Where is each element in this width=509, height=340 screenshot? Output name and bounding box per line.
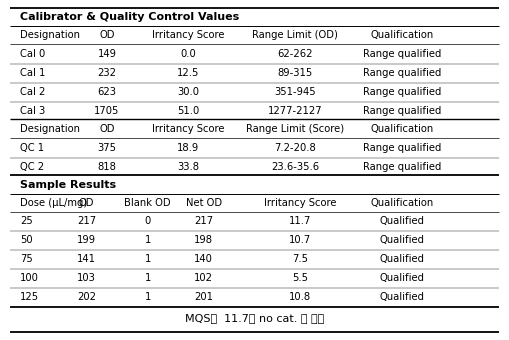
Text: 1: 1 bbox=[145, 235, 151, 245]
Text: 89-315: 89-315 bbox=[277, 68, 313, 78]
Text: 33.8: 33.8 bbox=[177, 162, 200, 172]
Text: 140: 140 bbox=[194, 254, 213, 264]
Text: 1277-2127: 1277-2127 bbox=[268, 106, 323, 116]
Text: MQS가  11.7로 no cat. 로 판정: MQS가 11.7로 no cat. 로 판정 bbox=[185, 313, 324, 323]
Text: Qualification: Qualification bbox=[371, 198, 434, 208]
Text: Net OD: Net OD bbox=[186, 198, 221, 208]
Text: Range qualified: Range qualified bbox=[363, 87, 441, 97]
Text: 201: 201 bbox=[194, 292, 213, 302]
Text: OD: OD bbox=[99, 124, 115, 134]
Text: Blank OD: Blank OD bbox=[124, 198, 171, 208]
Text: QC 1: QC 1 bbox=[20, 143, 44, 153]
Text: 217: 217 bbox=[77, 216, 96, 226]
Text: Irritancy Score: Irritancy Score bbox=[152, 124, 224, 134]
Text: 11.7: 11.7 bbox=[289, 216, 312, 226]
Text: 351-945: 351-945 bbox=[274, 87, 316, 97]
Text: 100: 100 bbox=[20, 273, 39, 283]
Text: Range Limit (OD): Range Limit (OD) bbox=[252, 30, 338, 40]
Text: OD: OD bbox=[99, 30, 115, 40]
Text: 0.0: 0.0 bbox=[181, 49, 196, 59]
Text: 50: 50 bbox=[20, 235, 33, 245]
Text: 10.7: 10.7 bbox=[289, 235, 312, 245]
Text: Range qualified: Range qualified bbox=[363, 143, 441, 153]
Text: Range Limit (Score): Range Limit (Score) bbox=[246, 124, 344, 134]
Text: 23.6-35.6: 23.6-35.6 bbox=[271, 162, 319, 172]
Text: Cal 2: Cal 2 bbox=[20, 87, 46, 97]
Text: 818: 818 bbox=[97, 162, 117, 172]
Text: 149: 149 bbox=[97, 49, 117, 59]
Text: Cal 1: Cal 1 bbox=[20, 68, 46, 78]
Text: 18.9: 18.9 bbox=[177, 143, 200, 153]
Text: 1: 1 bbox=[145, 254, 151, 264]
Text: Qualified: Qualified bbox=[380, 235, 425, 245]
Text: 199: 199 bbox=[77, 235, 96, 245]
Text: 103: 103 bbox=[77, 273, 96, 283]
Text: 0: 0 bbox=[145, 216, 151, 226]
Text: OD: OD bbox=[79, 198, 94, 208]
Text: 1: 1 bbox=[145, 273, 151, 283]
Text: Irritancy Score: Irritancy Score bbox=[264, 198, 336, 208]
Text: 30.0: 30.0 bbox=[177, 87, 200, 97]
Text: 202: 202 bbox=[77, 292, 96, 302]
Text: 141: 141 bbox=[77, 254, 96, 264]
Text: 102: 102 bbox=[194, 273, 213, 283]
Text: 623: 623 bbox=[97, 87, 117, 97]
Text: 232: 232 bbox=[97, 68, 117, 78]
Text: QC 2: QC 2 bbox=[20, 162, 44, 172]
Text: 75: 75 bbox=[20, 254, 33, 264]
Text: Range qualified: Range qualified bbox=[363, 68, 441, 78]
Text: Cal 0: Cal 0 bbox=[20, 49, 46, 59]
Text: 198: 198 bbox=[194, 235, 213, 245]
Text: Qualification: Qualification bbox=[371, 124, 434, 134]
Text: Qualified: Qualified bbox=[380, 273, 425, 283]
Text: 217: 217 bbox=[194, 216, 213, 226]
Text: 10.8: 10.8 bbox=[289, 292, 312, 302]
Text: 51.0: 51.0 bbox=[177, 106, 200, 116]
Text: 7.2-20.8: 7.2-20.8 bbox=[274, 143, 316, 153]
Text: Dose (μL/mg): Dose (μL/mg) bbox=[20, 198, 88, 208]
Text: Qualified: Qualified bbox=[380, 292, 425, 302]
Text: Designation: Designation bbox=[20, 124, 80, 134]
Text: Qualified: Qualified bbox=[380, 216, 425, 226]
Text: 125: 125 bbox=[20, 292, 40, 302]
Text: Calibrator & Quality Control Values: Calibrator & Quality Control Values bbox=[20, 12, 240, 22]
Text: 12.5: 12.5 bbox=[177, 68, 200, 78]
Text: Range qualified: Range qualified bbox=[363, 162, 441, 172]
Text: Qualification: Qualification bbox=[371, 30, 434, 40]
Text: Irritancy Score: Irritancy Score bbox=[152, 30, 224, 40]
Text: 7.5: 7.5 bbox=[292, 254, 308, 264]
Text: Range qualified: Range qualified bbox=[363, 49, 441, 59]
Text: Qualified: Qualified bbox=[380, 254, 425, 264]
Text: Sample Results: Sample Results bbox=[20, 180, 117, 190]
Text: 25: 25 bbox=[20, 216, 33, 226]
Text: 5.5: 5.5 bbox=[292, 273, 308, 283]
Text: 375: 375 bbox=[97, 143, 117, 153]
Text: 1705: 1705 bbox=[94, 106, 120, 116]
Text: Designation: Designation bbox=[20, 30, 80, 40]
Text: Range qualified: Range qualified bbox=[363, 106, 441, 116]
Text: 1: 1 bbox=[145, 292, 151, 302]
Text: Cal 3: Cal 3 bbox=[20, 106, 46, 116]
Text: 62-262: 62-262 bbox=[277, 49, 313, 59]
